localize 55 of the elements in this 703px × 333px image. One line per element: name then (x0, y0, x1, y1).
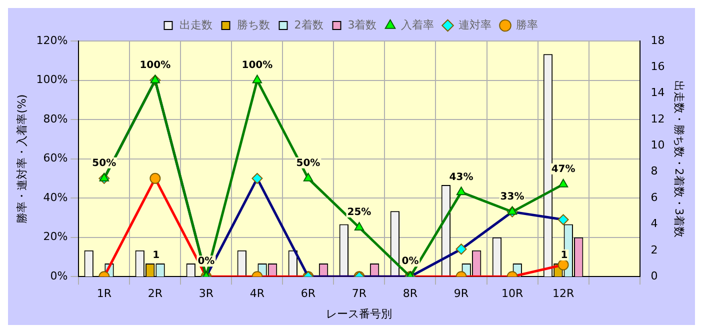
data-label: 47% (551, 164, 576, 175)
y2-tick-label: 14 (650, 86, 665, 100)
point (354, 222, 364, 231)
y2-tick-label: 10 (650, 138, 665, 152)
y2-tick-label: 18 (650, 34, 665, 47)
x-tick-label: 4R (250, 287, 265, 300)
x-tick-label: 2R (148, 287, 163, 300)
point (99, 172, 109, 182)
y-tick-label: 0% (50, 269, 68, 282)
data-label: 50% (296, 158, 320, 170)
data-label: 43% (449, 172, 474, 183)
legend-label: 2着数 (294, 18, 324, 32)
data-label: 25% (347, 207, 372, 218)
point (456, 186, 466, 196)
legend-label: 勝率 (516, 18, 538, 32)
y2-tick-label: 12 (650, 112, 665, 126)
legend-label: 連対率 (458, 18, 492, 32)
data-label: 50% (92, 158, 116, 170)
data-label: 0% (198, 256, 215, 268)
y2-tick-label: 4 (650, 217, 658, 230)
data-label: 0% (402, 256, 419, 268)
legend-label: 出走数 (179, 18, 212, 32)
x-tick-label: 3R (198, 287, 214, 300)
point (303, 172, 314, 182)
x-tick-label: 1R (96, 287, 112, 300)
x-tick-label: 7R (352, 287, 367, 300)
x-tick-label: 10R (501, 287, 524, 300)
data-label: 33% (500, 191, 524, 202)
y2-tick-label: 8 (650, 164, 658, 178)
y2-tick-label: 6 (650, 190, 658, 204)
point (558, 178, 568, 188)
point (252, 74, 262, 84)
x-axis-title: レース番号別 (326, 307, 392, 320)
x-tick-label: 8R (402, 287, 418, 300)
y-tick-label: 100% (36, 73, 68, 86)
y2-tick-label: 2 (650, 243, 658, 256)
y-tick-label: 60% (43, 152, 68, 165)
legend-label: 入着率 (401, 18, 434, 32)
y-tick-label: 20% (43, 230, 68, 244)
data-label: 100% (140, 60, 171, 71)
data-label: 1 (560, 250, 568, 262)
y2-axis-title: 出走数・勝ち数・2着数・3着数 (672, 80, 686, 238)
y2-tick-label: 0 (650, 269, 658, 282)
y2-tick-label: 16 (650, 60, 665, 74)
y-tick-label: 40% (43, 190, 68, 204)
y-axis-title: 勝率・連対率・入着率(%) (15, 94, 28, 224)
y-tick-label: 120% (36, 34, 68, 47)
x-tick-label: 9R (454, 287, 469, 300)
x-tick-label: 12R (552, 287, 574, 300)
legend-label: 勝ち数 (236, 18, 270, 32)
data-label: 100% (242, 60, 273, 71)
legend-label: 3着数 (348, 18, 377, 32)
x-tick-label: 6R (300, 287, 316, 300)
y-tick-label: 80% (43, 112, 68, 126)
data-label: 1 (152, 250, 160, 262)
